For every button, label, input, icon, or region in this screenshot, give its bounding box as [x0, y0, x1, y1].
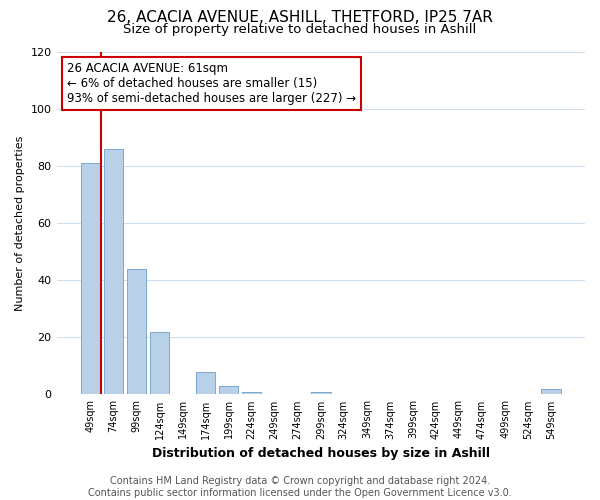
Bar — [127, 268, 146, 394]
Bar — [541, 388, 561, 394]
Text: 26, ACACIA AVENUE, ASHILL, THETFORD, IP25 7AR: 26, ACACIA AVENUE, ASHILL, THETFORD, IP2… — [107, 10, 493, 25]
Text: Size of property relative to detached houses in Ashill: Size of property relative to detached ho… — [124, 22, 476, 36]
Text: 26 ACACIA AVENUE: 61sqm
← 6% of detached houses are smaller (15)
93% of semi-det: 26 ACACIA AVENUE: 61sqm ← 6% of detached… — [67, 62, 356, 105]
Bar — [104, 148, 123, 394]
Y-axis label: Number of detached properties: Number of detached properties — [15, 136, 25, 310]
X-axis label: Distribution of detached houses by size in Ashill: Distribution of detached houses by size … — [152, 447, 490, 460]
Bar — [219, 386, 238, 394]
Bar — [149, 332, 169, 394]
Bar — [196, 372, 215, 394]
Text: Contains HM Land Registry data © Crown copyright and database right 2024.
Contai: Contains HM Land Registry data © Crown c… — [88, 476, 512, 498]
Bar — [311, 392, 331, 394]
Bar — [80, 163, 100, 394]
Bar — [242, 392, 262, 394]
